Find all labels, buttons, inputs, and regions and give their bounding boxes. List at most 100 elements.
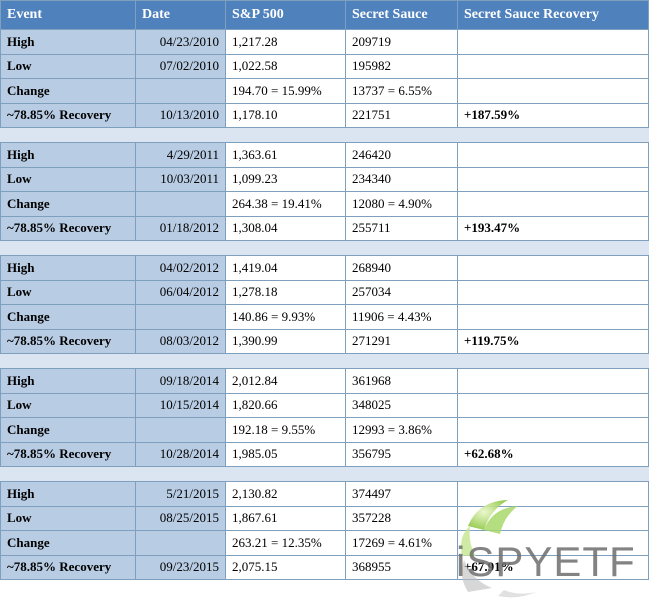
- date-cell: [135, 78, 226, 104]
- separator-cell: [0, 127, 136, 143]
- header-secret-sauce: Secret Sauce: [345, 0, 458, 30]
- date-cell: 10/13/2010: [135, 102, 226, 128]
- secret-sauce-cell: 209719: [345, 29, 458, 55]
- secret-sauce-cell: 271291: [345, 328, 458, 354]
- table-row: Low 10/03/2011 1,099.23 234340: [0, 166, 649, 192]
- secret-sauce-cell: 13737 = 6.55%: [345, 78, 458, 104]
- separator-cell: [457, 127, 649, 143]
- sp500-cell: 1,308.04: [225, 215, 346, 241]
- recovery-cell: +193.47%: [457, 215, 649, 241]
- date-cell: 10/15/2014: [135, 392, 226, 418]
- recovery-cell: [457, 279, 649, 305]
- recovery-cell: [457, 417, 649, 443]
- table-row: Change 263.21 = 12.35% 17269 = 4.61%: [0, 530, 649, 556]
- recovery-cell: [457, 530, 649, 556]
- event-cell: Change: [0, 417, 136, 443]
- date-cell: 07/02/2010: [135, 53, 226, 79]
- sp500-cell: 1,419.04: [225, 255, 346, 281]
- table-row: High 09/18/2014 2,012.84 361968: [0, 368, 649, 394]
- date-cell: 09/23/2015: [135, 554, 226, 580]
- separator-cell: [225, 353, 346, 369]
- sp500-cell: 1,022.58: [225, 53, 346, 79]
- table-row: High 5/21/2015 2,130.82 374497: [0, 481, 649, 507]
- sp500-cell: 192.18 = 9.55%: [225, 417, 346, 443]
- recovery-cell: [457, 481, 649, 507]
- event-cell: High: [0, 29, 136, 55]
- table-row: ~78.85% Recovery 10/28/2014 1,985.05 356795…: [0, 441, 649, 467]
- table-row: ~78.85% Recovery 10/13/2010 1,178.10 221751…: [0, 102, 649, 128]
- header-event: Event: [0, 0, 136, 30]
- separator-cell: [225, 127, 346, 143]
- event-cell: ~78.85% Recovery: [0, 441, 136, 467]
- recovery-cell: [457, 392, 649, 418]
- event-cell: Low: [0, 279, 136, 305]
- sp500-cell: 1,363.61: [225, 142, 346, 168]
- date-cell: 04/23/2010: [135, 29, 226, 55]
- header-date: Date: [135, 0, 226, 30]
- date-cell: 10/28/2014: [135, 441, 226, 467]
- group-separator: [0, 240, 649, 256]
- date-cell: 01/18/2012: [135, 215, 226, 241]
- secret-sauce-cell: 17269 = 4.61%: [345, 530, 458, 556]
- separator-cell: [345, 127, 458, 143]
- recovery-cell: [457, 166, 649, 192]
- sp500-cell: 1,099.23: [225, 166, 346, 192]
- sp500-cell: 263.21 = 12.35%: [225, 530, 346, 556]
- recovery-cell: [457, 142, 649, 168]
- table-row: Change 192.18 = 9.55% 12993 = 3.86%: [0, 417, 649, 443]
- separator-cell: [135, 353, 226, 369]
- event-cell: ~78.85% Recovery: [0, 554, 136, 580]
- recovery-cell: [457, 29, 649, 55]
- separator-cell: [135, 466, 226, 482]
- secret-sauce-cell: 255711: [345, 215, 458, 241]
- table-row: Low 07/02/2010 1,022.58 195982: [0, 53, 649, 79]
- event-cell: ~78.85% Recovery: [0, 215, 136, 241]
- secret-sauce-cell: 268940: [345, 255, 458, 281]
- event-cell: Change: [0, 530, 136, 556]
- event-cell: Change: [0, 78, 136, 104]
- secret-sauce-cell: 246420: [345, 142, 458, 168]
- separator-cell: [0, 353, 136, 369]
- sp500-cell: 2,075.15: [225, 554, 346, 580]
- secret-sauce-cell: 12993 = 3.86%: [345, 417, 458, 443]
- table-row: High 04/02/2012 1,419.04 268940: [0, 255, 649, 281]
- recovery-cell: [457, 368, 649, 394]
- recovery-cell: [457, 78, 649, 104]
- secret-sauce-cell: 368955: [345, 554, 458, 580]
- date-cell: 5/21/2015: [135, 481, 226, 507]
- date-cell: 08/03/2012: [135, 328, 226, 354]
- date-cell: 08/25/2015: [135, 505, 226, 531]
- table-row: Change 194.70 = 15.99% 13737 = 6.55%: [0, 78, 649, 104]
- recovery-cell: [457, 304, 649, 330]
- event-cell: High: [0, 255, 136, 281]
- recovery-cell: [457, 191, 649, 217]
- secret-sauce-cell: 221751: [345, 102, 458, 128]
- secret-sauce-cell: 257034: [345, 279, 458, 305]
- table-body: High 04/23/2010 1,217.28 209719 Low 07/02/201…: [0, 29, 649, 580]
- recovery-cell: +187.59%: [457, 102, 649, 128]
- table-row: ~78.85% Recovery 09/23/2015 2,075.15 368955…: [0, 554, 649, 580]
- header-sp500: S&P 500: [225, 0, 346, 30]
- separator-cell: [457, 353, 649, 369]
- separator-cell: [0, 466, 136, 482]
- separator-cell: [135, 240, 226, 256]
- date-cell: 06/04/2012: [135, 279, 226, 305]
- recovery-cell: [457, 53, 649, 79]
- secret-sauce-cell: 12080 = 4.90%: [345, 191, 458, 217]
- sp500-cell: 194.70 = 15.99%: [225, 78, 346, 104]
- secret-sauce-cell: 11906 = 4.43%: [345, 304, 458, 330]
- table-row: Change 140.86 = 9.93% 11906 = 4.43%: [0, 304, 649, 330]
- event-cell: High: [0, 481, 136, 507]
- sp500-cell: 264.38 = 19.41%: [225, 191, 346, 217]
- secret-sauce-cell: 356795: [345, 441, 458, 467]
- secret-sauce-cell: 195982: [345, 53, 458, 79]
- secret-sauce-cell: 361968: [345, 368, 458, 394]
- event-cell: ~78.85% Recovery: [0, 102, 136, 128]
- date-cell: [135, 417, 226, 443]
- recovery-cell: +67.91%: [457, 554, 649, 580]
- sp500-cell: 1,390.99: [225, 328, 346, 354]
- secret-sauce-cell: 374497: [345, 481, 458, 507]
- sp500-cell: 1,820.66: [225, 392, 346, 418]
- sp500-cell: 2,130.82: [225, 481, 346, 507]
- separator-cell: [225, 466, 346, 482]
